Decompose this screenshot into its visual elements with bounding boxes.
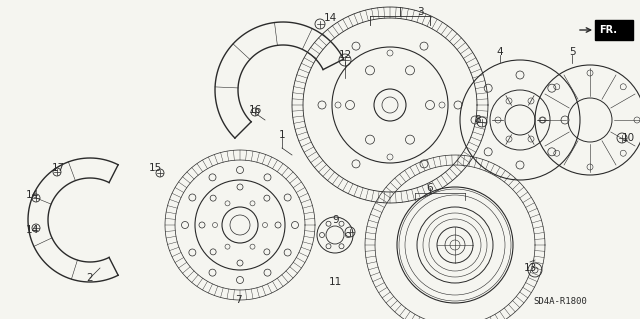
Text: 11: 11 [328,277,342,287]
Text: 6: 6 [427,183,433,193]
Text: 4: 4 [497,47,503,57]
Text: 1: 1 [278,130,285,140]
Text: 7: 7 [235,295,241,305]
Text: 16: 16 [248,105,262,115]
Text: 15: 15 [148,163,162,173]
Text: FR.: FR. [599,25,617,35]
Text: 10: 10 [621,133,635,143]
Text: 12: 12 [339,50,351,60]
FancyBboxPatch shape [595,20,633,40]
Text: 3: 3 [417,7,423,17]
Text: 13: 13 [524,263,536,273]
Text: 14: 14 [323,13,337,23]
Text: 9: 9 [333,215,339,225]
Text: 8: 8 [475,115,481,125]
Text: 5: 5 [569,47,575,57]
Text: SD4A-R1800: SD4A-R1800 [533,298,587,307]
Text: 17: 17 [51,163,65,173]
Text: 2: 2 [86,273,93,283]
Text: 14: 14 [26,225,38,235]
Text: 14: 14 [26,190,38,200]
